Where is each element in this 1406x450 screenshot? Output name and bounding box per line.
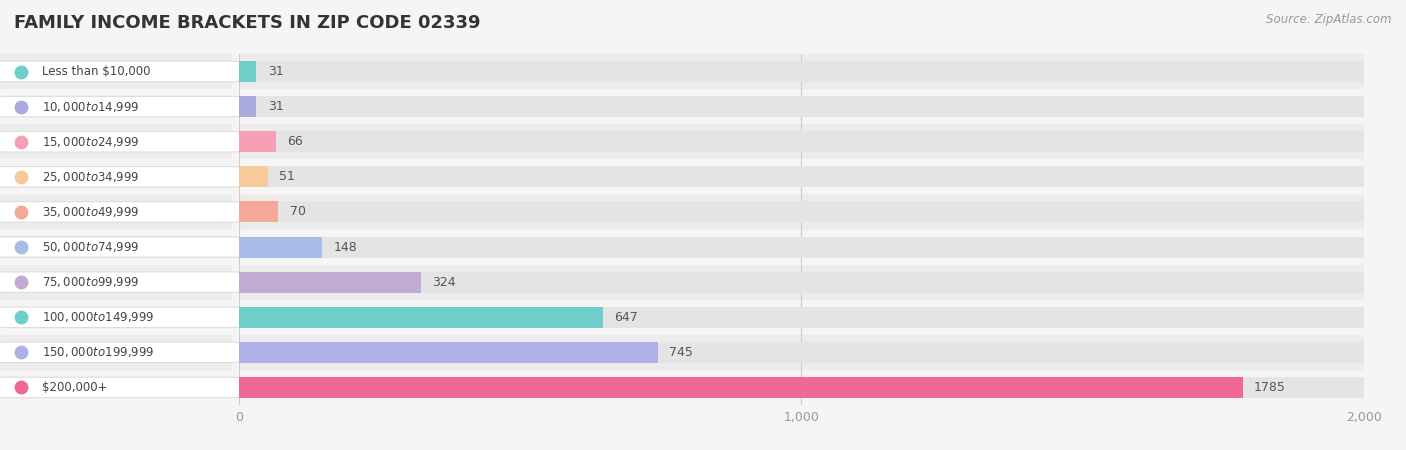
Bar <box>239 265 1364 300</box>
Bar <box>239 342 1364 363</box>
Text: 31: 31 <box>267 65 284 78</box>
Bar <box>239 131 276 152</box>
FancyBboxPatch shape <box>0 370 232 405</box>
Bar <box>239 272 422 292</box>
FancyBboxPatch shape <box>0 335 232 370</box>
FancyBboxPatch shape <box>0 377 242 398</box>
Text: $50,000 to $74,999: $50,000 to $74,999 <box>42 240 139 254</box>
Bar <box>239 202 1364 222</box>
Bar <box>239 159 1364 194</box>
Bar <box>239 335 1364 370</box>
Text: $35,000 to $49,999: $35,000 to $49,999 <box>42 205 139 219</box>
Bar <box>239 194 1364 230</box>
Bar <box>239 237 322 257</box>
Bar <box>239 370 1364 405</box>
Bar <box>239 61 1364 82</box>
Bar <box>239 377 1364 398</box>
FancyBboxPatch shape <box>0 61 242 82</box>
Bar <box>239 377 1243 398</box>
FancyBboxPatch shape <box>0 166 242 187</box>
FancyBboxPatch shape <box>0 237 242 257</box>
Bar <box>239 96 256 117</box>
Text: 647: 647 <box>614 311 638 324</box>
Bar <box>239 307 1364 328</box>
Text: Source: ZipAtlas.com: Source: ZipAtlas.com <box>1267 14 1392 27</box>
Text: 51: 51 <box>278 171 295 183</box>
FancyBboxPatch shape <box>0 307 242 328</box>
Bar <box>239 124 1364 159</box>
Text: 66: 66 <box>287 135 304 148</box>
Text: 31: 31 <box>267 100 284 113</box>
FancyBboxPatch shape <box>0 89 232 124</box>
FancyBboxPatch shape <box>0 272 242 292</box>
Text: Less than $10,000: Less than $10,000 <box>42 65 150 78</box>
FancyBboxPatch shape <box>0 230 232 265</box>
FancyBboxPatch shape <box>0 194 232 230</box>
Bar <box>239 54 1364 89</box>
Text: FAMILY INCOME BRACKETS IN ZIP CODE 02339: FAMILY INCOME BRACKETS IN ZIP CODE 02339 <box>14 14 481 32</box>
Bar <box>239 300 1364 335</box>
FancyBboxPatch shape <box>0 159 232 194</box>
Text: 745: 745 <box>669 346 693 359</box>
FancyBboxPatch shape <box>0 342 242 363</box>
Bar <box>239 342 658 363</box>
Bar <box>239 61 256 82</box>
Bar <box>239 166 267 187</box>
FancyBboxPatch shape <box>0 131 242 152</box>
Text: 324: 324 <box>433 276 456 288</box>
FancyBboxPatch shape <box>0 54 232 89</box>
FancyBboxPatch shape <box>0 202 242 222</box>
Text: $200,000+: $200,000+ <box>42 381 107 394</box>
Bar <box>239 166 1364 187</box>
FancyBboxPatch shape <box>0 300 232 335</box>
Bar <box>239 230 1364 265</box>
Bar <box>239 237 1364 257</box>
Bar <box>239 131 1364 152</box>
Bar <box>239 307 603 328</box>
FancyBboxPatch shape <box>0 124 232 159</box>
FancyBboxPatch shape <box>0 96 242 117</box>
Text: $25,000 to $34,999: $25,000 to $34,999 <box>42 170 139 184</box>
Text: $15,000 to $24,999: $15,000 to $24,999 <box>42 135 139 149</box>
Text: 70: 70 <box>290 206 305 218</box>
Text: 148: 148 <box>333 241 357 253</box>
Bar <box>239 96 1364 117</box>
Text: $150,000 to $199,999: $150,000 to $199,999 <box>42 345 155 360</box>
Text: 1785: 1785 <box>1254 381 1286 394</box>
Bar <box>239 89 1364 124</box>
Text: $75,000 to $99,999: $75,000 to $99,999 <box>42 275 139 289</box>
FancyBboxPatch shape <box>0 265 232 300</box>
Text: $10,000 to $14,999: $10,000 to $14,999 <box>42 99 139 114</box>
Text: $100,000 to $149,999: $100,000 to $149,999 <box>42 310 155 324</box>
Bar <box>239 202 278 222</box>
Bar <box>239 272 1364 292</box>
